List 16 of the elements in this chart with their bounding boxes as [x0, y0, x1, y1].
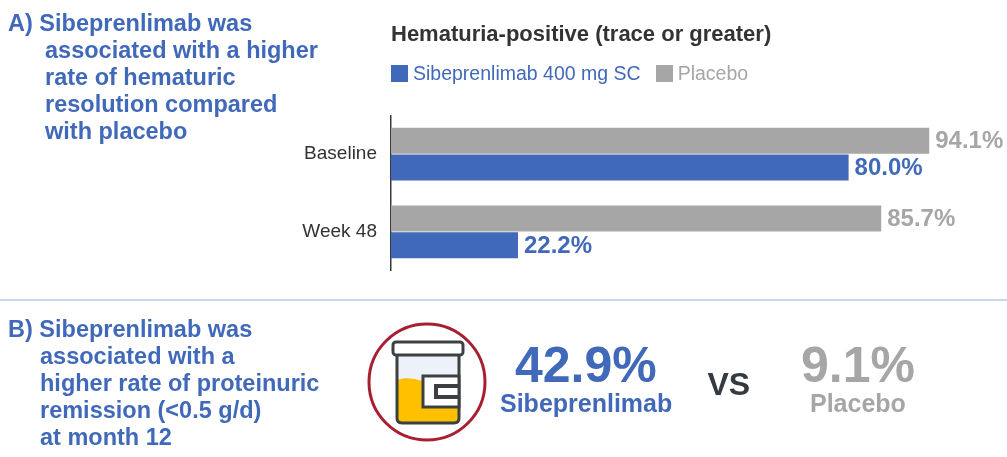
legend-label: Sibeprenlimab 400 mg SC — [413, 62, 641, 85]
bar — [391, 232, 518, 259]
y-tick-label: Week 48 — [302, 220, 377, 242]
data-label: 22.2% — [523, 230, 593, 258]
chart-subtitle: Hematuria-positive (trace or greater) — [391, 21, 772, 47]
bar — [391, 154, 849, 181]
text: B) Sibeprenlimab was associated with a higher rate of proteinuric remission (<0.5 g/d) at month 12 — [8, 316, 320, 451]
y-tick-label: Baseline — [304, 142, 377, 164]
text: VS — [707, 366, 751, 402]
data-label: 80.0% — [854, 153, 923, 181]
legend-label: Placebo — [677, 62, 749, 85]
bar — [391, 205, 882, 232]
data-label: 85.7% — [887, 204, 956, 232]
bar — [391, 127, 930, 154]
text: A) Sibeprenlimab was associated with a higher rate of hematuric resolution compared with placebo — [8, 10, 318, 144]
data-label: 94.1% — [935, 126, 1004, 154]
